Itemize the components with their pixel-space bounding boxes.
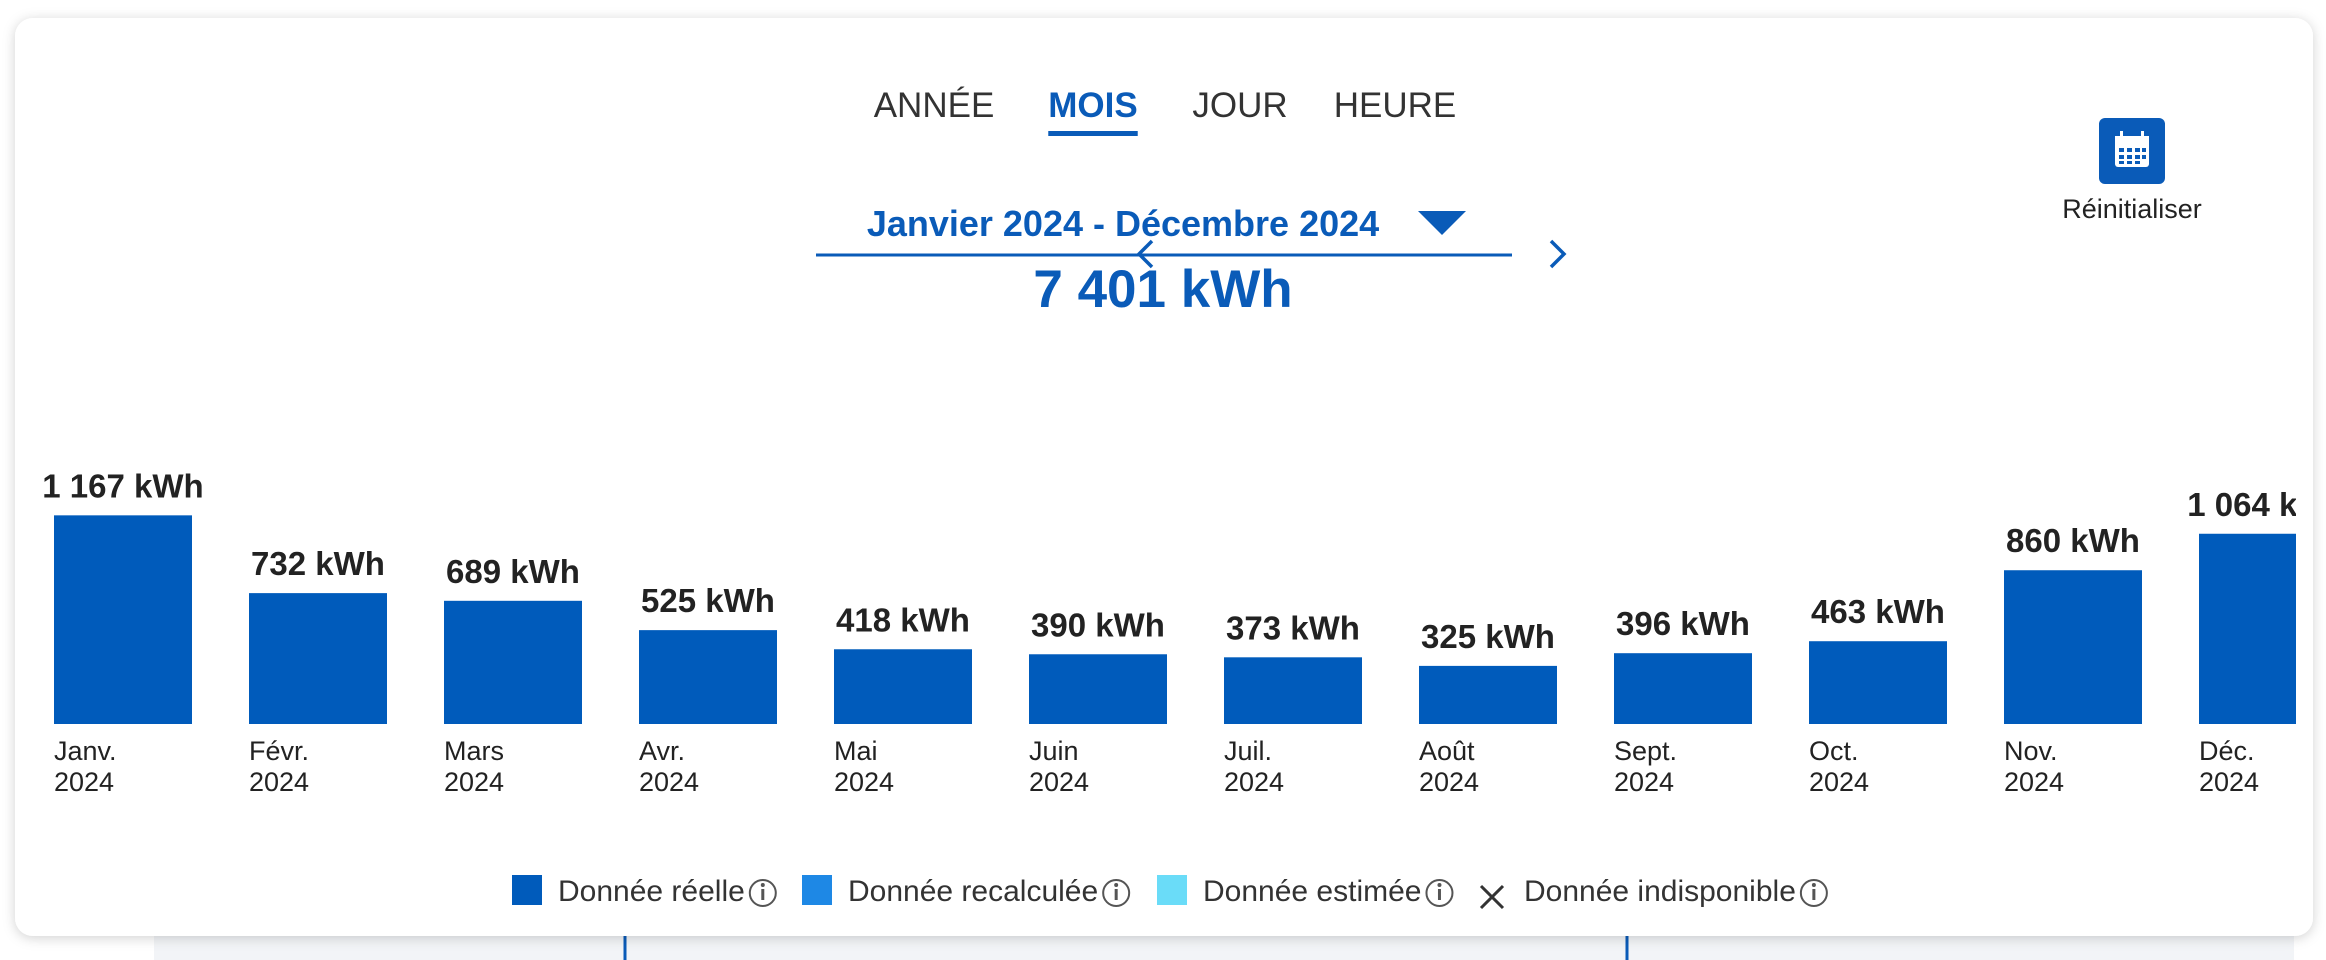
value-label: 418 kWh [836,601,970,638]
legend-label: Donnée indisponible [1524,875,1796,908]
bar [2004,570,2142,724]
legend: Donnée réelle Donnée recalculée Donnée est… [512,875,1828,910]
x-tick-label: Mars 2024 [444,736,504,797]
legend-swatch [1157,875,1187,905]
x-tick-label: Déc. 2024 [2199,736,2259,797]
info-icon-dot[interactable] [1114,883,1119,887]
x-tick-label: Juin 2024 [1029,736,1089,797]
calendar-top[interactable] [2115,136,2149,144]
value-label: 390 kWh [1031,606,1165,643]
tab[interactable]: MOIS [1048,86,1137,125]
value-label: 860 kWh [2006,522,2140,559]
bar [1419,665,1557,724]
info-icon-stem[interactable] [1437,889,1441,900]
legend-swatch [802,875,832,905]
value-label: 373 kWh [1226,609,1360,646]
card [15,18,2313,936]
x-tick-label: Avr. 2024 [639,736,699,797]
x-tick-label: Mai 2024 [834,736,894,797]
tab[interactable]: ANNÉE [874,86,995,125]
value-label: 325 kWh [1421,618,1555,655]
info-icon[interactable] [1425,879,1454,907]
value-label: 525 kWh [641,582,775,619]
x-tick-label: Août 2024 [1419,736,1479,797]
legend-swatch [512,875,542,905]
value-label: 463 kWh [1811,593,1945,630]
value-label: 396 kWh [1616,605,1750,642]
info-icon-stem[interactable] [761,889,765,900]
tab[interactable]: HEURE [1334,86,1457,125]
x-tick-label: Juil. 2024 [1224,736,1284,797]
total: 7 401 kWh [1033,260,1292,319]
legend-label: Donnée recalculée [848,875,1098,908]
info-icon-dot[interactable] [1811,883,1816,887]
x-tick-label: Oct. 2024 [1809,736,1869,797]
legend-label: Donnée réelle [558,875,745,908]
value-label: 689 kWh [446,553,580,590]
info-icon-stem[interactable] [1812,889,1816,900]
chart: 1 167 kWh Janv. 2024 732 kWh Févr. 2024 689 kW… [42,467,2326,797]
legend-label: Donnée estimée [1203,875,1421,908]
calendar-dots[interactable] [2119,148,2146,164]
tabs: ANNÉE MOIS JOUR HEURE [874,86,1457,136]
info-icon-dot[interactable] [1437,883,1442,887]
x-tick-label: Janv. 2024 [54,736,117,797]
bar [639,630,777,724]
tab[interactable]: JOUR [1192,86,1287,125]
value-label: 1 167 kWh [42,467,203,504]
info-icon[interactable] [1102,879,1131,907]
value-label: 732 kWh [251,545,385,582]
bar [1614,653,1752,724]
calendar-button[interactable] [2099,118,2165,184]
dropdown-caret[interactable] [1418,211,1466,235]
bar [834,649,972,724]
value-label: 1 064 kWh [2187,486,2326,523]
x-tick-label: Févr. 2024 [249,736,309,797]
bar [1029,654,1167,724]
bar [2199,533,2296,724]
legend-cross [1479,884,1505,910]
bar [1809,641,1947,724]
x-tick-label: Sept. 2024 [1614,736,1677,797]
tab-underline [1048,131,1138,136]
info-icon-stem[interactable] [1114,889,1118,900]
next-arrow[interactable] [1549,239,1567,269]
info-icon[interactable] [748,879,777,907]
info-icon-dot[interactable] [760,883,765,887]
bar [1224,657,1362,724]
x-tick-label: Nov. 2024 [2004,736,2064,797]
bar [249,593,387,724]
reset-label[interactable]: Réinitialiser [2062,194,2202,224]
info-icon[interactable] [1799,879,1828,907]
bar [444,600,582,724]
period-selector[interactable]: Janvier 2024 - Décembre 2024 [867,203,1379,244]
bar [54,515,192,724]
